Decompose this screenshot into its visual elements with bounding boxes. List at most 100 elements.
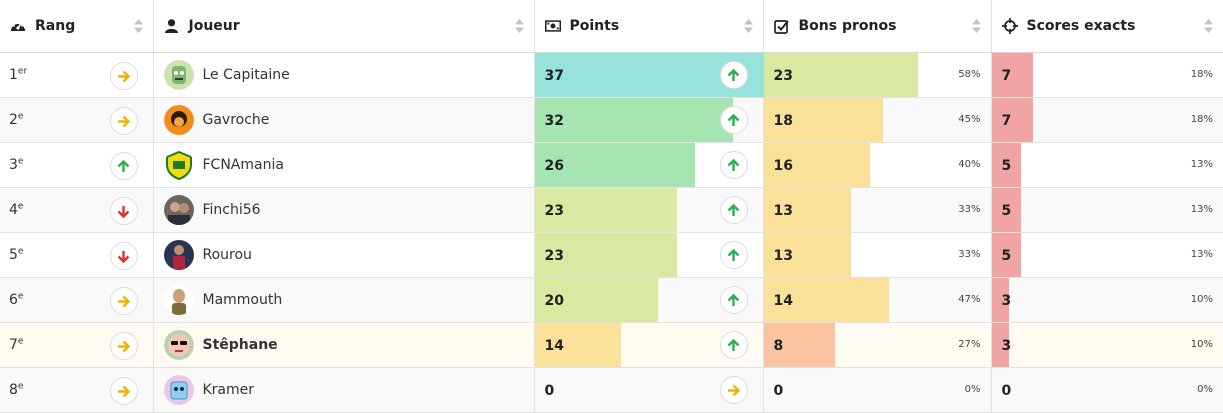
scores-exacts-bar (991, 98, 1034, 142)
avatar[interactable] (163, 285, 194, 315)
scores-exacts-bar (991, 323, 1010, 367)
rank-value: 3e (9, 156, 24, 174)
points-value: 14 (544, 338, 564, 354)
arrow-right-icon (109, 377, 138, 405)
scores-exacts-cell: 7 18% (991, 97, 1223, 143)
scores-header-label: Scores exacts (1026, 18, 1136, 34)
points-cell: 0 (534, 367, 764, 413)
arrow-right-icon (719, 376, 748, 404)
player-name[interactable]: Stêphane (202, 337, 278, 353)
arrow-up-icon (109, 152, 138, 180)
sort-icon[interactable] (1204, 19, 1213, 33)
money-bill-icon (544, 18, 561, 34)
player-cell[interactable]: FCNAmania (153, 142, 535, 188)
scores-exacts-cell: 3 10% (991, 277, 1223, 323)
scores-exacts-percent: 10% (1190, 339, 1213, 350)
table-row[interactable]: 2e Gavroche 32 18 45% 7 18% (0, 97, 1223, 143)
rank-value: 8e (9, 381, 24, 399)
column-header-rank[interactable]: Rang (0, 0, 154, 53)
sort-icon[interactable] (514, 19, 524, 33)
avatar[interactable] (163, 375, 194, 405)
bons-pronos-cell: 23 58% (763, 52, 992, 98)
sort-icon[interactable] (743, 19, 753, 33)
bons-pronos-value: 0 (773, 383, 784, 399)
player-cell[interactable]: Le Capitaine (153, 52, 535, 98)
arrow-up-icon (719, 196, 748, 224)
rank-cell: 7e (0, 322, 154, 368)
rank-value: 2e (9, 111, 24, 129)
player-name[interactable]: Finchi56 (202, 202, 261, 218)
points-cell: 23 (534, 232, 764, 278)
column-header-player[interactable]: Joueur (153, 0, 535, 53)
scores-exacts-value: 5 (1001, 158, 1012, 174)
column-header-scores-exacts[interactable]: Scores exacts (991, 0, 1223, 53)
bons-pronos-value: 16 (773, 158, 793, 174)
avatar[interactable] (163, 330, 194, 360)
scores-exacts-bar (991, 278, 1010, 322)
bons-pronos-cell: 13 33% (763, 187, 992, 233)
scores-exacts-cell: 3 10% (991, 322, 1223, 368)
user-icon (164, 18, 180, 34)
player-name[interactable]: Le Capitaine (202, 67, 290, 83)
scores-exacts-cell: 5 13% (991, 187, 1223, 233)
player-cell[interactable]: Stêphane (153, 322, 535, 368)
avatar[interactable] (163, 60, 194, 90)
avatar[interactable] (163, 105, 194, 135)
arrow-up-icon (719, 241, 748, 269)
player-name[interactable]: Gavroche (202, 112, 270, 128)
bons-pronos-bar (763, 278, 889, 322)
scores-exacts-bar (991, 188, 1022, 232)
table-row[interactable]: 8e Kramer 0 0 0% 0 0% (0, 367, 1223, 413)
bons-pronos-percent: 45% (958, 114, 981, 125)
table-row[interactable]: 3e FCNAmania 26 16 40% 5 13% (0, 142, 1223, 188)
bons-pronos-value: 23 (773, 68, 793, 84)
scores-exacts-cell: 5 13% (991, 232, 1223, 278)
player-cell[interactable]: Kramer (153, 367, 535, 413)
table-row[interactable]: 1er Le Capitaine 37 23 58% 7 18% (0, 52, 1223, 98)
checkbox-icon (774, 18, 790, 34)
scores-exacts-value: 5 (1001, 248, 1012, 264)
table-row[interactable]: 6e Mammouth 20 14 47% 3 10% (0, 277, 1223, 323)
bons-pronos-bar (763, 53, 919, 97)
player-cell[interactable]: Finchi56 (153, 187, 535, 233)
points-value: 23 (544, 203, 564, 219)
player-name[interactable]: Kramer (202, 382, 255, 398)
bons-pronos-value: 13 (773, 248, 793, 264)
scores-exacts-value: 3 (1001, 338, 1012, 354)
player-cell[interactable]: Rourou (153, 232, 535, 278)
scores-exacts-value: 5 (1001, 203, 1012, 219)
scores-exacts-bar (991, 53, 1034, 97)
bons-pronos-percent: 33% (958, 249, 981, 260)
sort-icon[interactable] (133, 19, 143, 33)
arrow-down-icon (109, 197, 138, 225)
bons-pronos-value: 14 (773, 293, 793, 309)
bons-pronos-bar (763, 188, 852, 232)
column-header-points[interactable]: Points (534, 0, 764, 53)
arrow-up-icon (719, 151, 748, 179)
table-row[interactable]: 5e Rourou 23 13 33% 5 13% (0, 232, 1223, 278)
bons-pronos-cell: 18 45% (763, 97, 992, 143)
player-name[interactable]: FCNAmania (202, 157, 284, 173)
bons-pronos-percent: 47% (958, 294, 981, 305)
points-value: 20 (544, 293, 564, 309)
avatar[interactable] (163, 150, 194, 180)
bons-pronos-percent: 27% (958, 339, 981, 350)
crosshair-icon (1001, 18, 1018, 34)
avatar[interactable] (163, 195, 194, 225)
table-row[interactable]: 4e Finchi56 23 13 33% 5 13% (0, 187, 1223, 233)
scores-exacts-bar (991, 233, 1022, 277)
scores-exacts-bar (991, 143, 1022, 187)
arrow-up-icon (719, 106, 748, 134)
scores-exacts-cell: 7 18% (991, 52, 1223, 98)
column-header-bons-pronos[interactable]: Bons pronos (763, 0, 992, 53)
points-header-label: Points (569, 18, 620, 34)
table-header-row: Rang Joueur Points Bons pronos (0, 0, 1223, 53)
sort-icon[interactable] (971, 19, 981, 33)
player-cell[interactable]: Gavroche (153, 97, 535, 143)
player-name[interactable]: Rourou (202, 247, 252, 263)
avatar[interactable] (163, 240, 194, 270)
points-bar (534, 323, 622, 367)
player-cell[interactable]: Mammouth (153, 277, 535, 323)
table-row[interactable]: 7e Stêphane 14 8 27% 3 10% (0, 322, 1223, 368)
player-name[interactable]: Mammouth (202, 292, 283, 308)
